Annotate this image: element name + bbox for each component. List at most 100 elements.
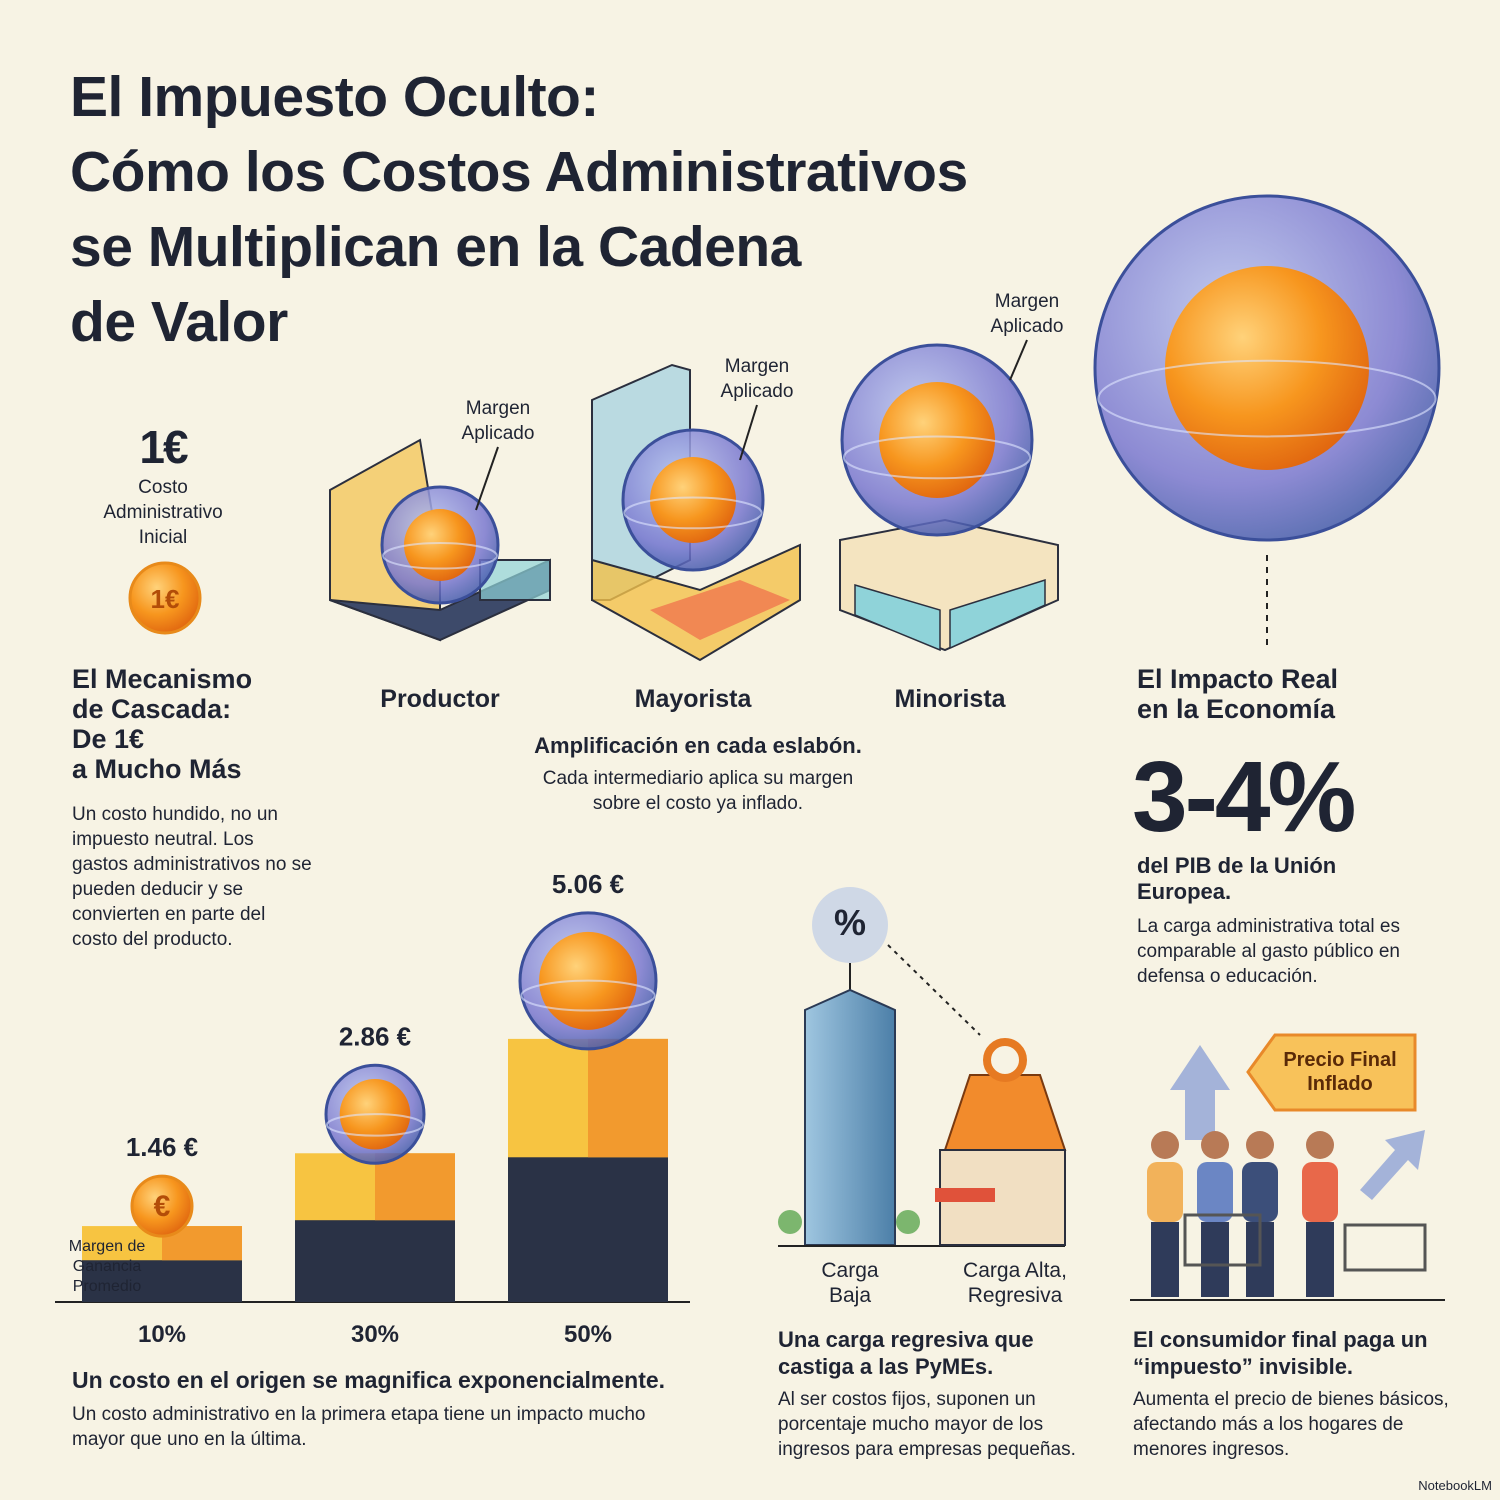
heading-line: El Impacto Real — [1137, 664, 1339, 694]
pointer — [1009, 339, 1028, 381]
pointer — [739, 404, 758, 461]
cart — [1343, 1223, 1427, 1272]
label-line: Margen — [465, 398, 531, 419]
store — [839, 518, 1059, 652]
economy-orb-ring — [1097, 359, 1437, 438]
person-body — [1147, 1162, 1183, 1222]
coin — [128, 561, 202, 635]
impact-caption: del PIB de la Unión Europea. — [1137, 853, 1337, 904]
category-label: 10% — [138, 1321, 186, 1348]
cart — [1183, 1213, 1262, 1267]
label-line: Aplicado — [990, 316, 1064, 337]
person-legs — [1306, 1222, 1334, 1297]
value-label: 2.86 € — [339, 1021, 411, 1051]
weight — [943, 1074, 1067, 1151]
price-tag-shape — [1246, 1033, 1417, 1112]
stage-label: Productor — [380, 685, 500, 713]
tower — [804, 988, 896, 1246]
wholesaler-orb-ring — [623, 496, 763, 530]
bar-shadow — [295, 1220, 455, 1302]
price-tag: Precio Final Inflado — [1265, 1048, 1415, 1096]
label-line: Carga Alta, — [963, 1259, 1067, 1282]
sme-label: Carga Baja — [780, 1258, 920, 1308]
pointer — [475, 446, 499, 511]
stage-label: Mayorista — [634, 685, 752, 713]
initial-amount: 1€ — [139, 421, 188, 473]
impact-body: La carga administrativa total es compara… — [1137, 916, 1401, 987]
coin — [130, 1174, 194, 1238]
margin-label: Margen Aplicado — [967, 289, 1087, 339]
consumer-heading: El consumidor final paga un “impuesto” i… — [1133, 1327, 1428, 1379]
consumer-body: Aumenta el precio de bienes básicos, afe… — [1133, 1389, 1449, 1460]
cascade-body: Un costo administrativo en la primera et… — [72, 1404, 646, 1450]
bar-shadow — [82, 1260, 242, 1302]
wholesaler-orb-core — [650, 457, 736, 543]
person-legs — [1151, 1222, 1179, 1297]
coin-label: 1€ — [150, 584, 180, 614]
person-head — [1306, 1131, 1334, 1159]
person-body — [1197, 1162, 1233, 1222]
person-legs — [1201, 1222, 1229, 1297]
title-line: El Impuesto Oculto: — [70, 65, 599, 129]
impact-heading: El Impacto Real en la Economía — [1137, 664, 1338, 724]
label-line: Administrativo — [103, 502, 223, 523]
sme-body: Al ser costos fijos, suponen un porcenta… — [778, 1389, 1076, 1460]
tree — [896, 1210, 920, 1234]
person-head — [1201, 1131, 1229, 1159]
title-line: Cómo los Costos Administrativos — [70, 140, 968, 204]
label-line: Margen — [724, 356, 790, 377]
person-body — [1242, 1162, 1278, 1222]
person-body — [1302, 1162, 1338, 1222]
value-orb-ring — [325, 1113, 425, 1137]
margin-caption: Margen de Ganancia Promedio — [42, 1237, 172, 1297]
margin-label: Margen Aplicado — [438, 396, 558, 446]
value-label: 1.46 € — [126, 1132, 198, 1162]
caption-line: Margen de — [68, 1238, 146, 1255]
percent-badge — [812, 887, 888, 963]
producer-orb-core — [404, 509, 476, 581]
dashed-link — [887, 944, 981, 1036]
wholesaler-red — [650, 580, 790, 640]
label-line: Inicial — [138, 527, 188, 548]
sme-label: Carga Alta, Regresiva — [925, 1258, 1105, 1308]
awning — [935, 1188, 995, 1202]
retailer-orb-core — [879, 382, 995, 498]
person-head — [1246, 1131, 1274, 1159]
heading-line: a Mucho Más — [72, 754, 242, 784]
label-line: Carga — [821, 1259, 879, 1282]
chain-body: Cada intermediario aplica su margen sobr… — [542, 768, 854, 814]
heading-line: en la Economía — [1137, 694, 1336, 724]
bar-shadow — [508, 1157, 668, 1302]
category-label: 30% — [351, 1321, 399, 1348]
value-label: 5.06 € — [552, 869, 624, 899]
margin-label: Margen Aplicado — [697, 354, 817, 404]
label-line: Costo — [138, 477, 188, 498]
label-line: Aplicado — [720, 381, 794, 402]
label-line: Regresiva — [967, 1284, 1063, 1307]
title: El Impuesto Oculto: Cómo los Costos Admi… — [70, 60, 968, 360]
weight-handle — [983, 1038, 1027, 1082]
coin-symbol: € — [154, 1190, 171, 1223]
mechanism-body: Un costo hundido, no un impuesto neutral… — [72, 804, 312, 950]
cascade-heading: Un costo en el origen se magnifica expon… — [72, 1367, 666, 1393]
bar-side — [588, 1038, 668, 1158]
bar-side — [375, 1153, 455, 1221]
caption-line: Ganancia — [72, 1258, 142, 1275]
mechanism-heading: El Mecanismo de Cascada: De 1€ a Mucho M… — [72, 664, 252, 784]
footer: NotebookLM — [1418, 1478, 1492, 1493]
economy-orb-core — [1165, 266, 1369, 470]
impact-figure: 3-4% — [1132, 741, 1356, 853]
heading-line: De 1€ — [72, 724, 145, 754]
store-glass — [854, 583, 941, 652]
label-line: Aplicado — [461, 423, 535, 444]
label-line: Baja — [828, 1284, 872, 1307]
initial-label: Costo Administrativo Inicial — [63, 475, 263, 550]
percent-symbol: % — [833, 902, 866, 943]
tag-line: Precio Final — [1283, 1049, 1397, 1071]
title-line: de Valor — [70, 290, 288, 354]
chain-heading: Amplificación en cada eslabón. — [534, 733, 862, 758]
caption-line: Promedio — [72, 1278, 142, 1295]
title-line: se Multiplican en la Cadena — [70, 215, 801, 279]
tree — [778, 1210, 802, 1234]
